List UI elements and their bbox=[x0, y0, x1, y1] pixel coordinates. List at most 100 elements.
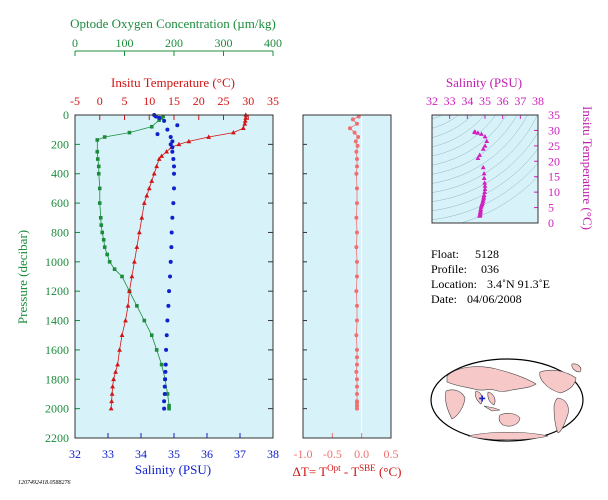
delta-t-point bbox=[354, 333, 359, 338]
temperature-tick-label: 10 bbox=[143, 94, 155, 108]
temperature-point bbox=[231, 130, 236, 135]
temperature-point bbox=[129, 273, 135, 279]
temperature-tick-label: 5 bbox=[122, 94, 128, 108]
oxygen-point bbox=[157, 118, 161, 122]
profile-label: Profile: bbox=[431, 262, 467, 276]
oxygen-point bbox=[99, 223, 104, 227]
ts-point bbox=[475, 155, 481, 160]
oxygen-point bbox=[112, 267, 117, 271]
oxygen-tick-label: 400 bbox=[264, 36, 282, 50]
map-indonesia bbox=[483, 405, 501, 412]
pressure-tick-label: 1000 bbox=[45, 255, 69, 269]
ts-point bbox=[475, 130, 481, 135]
ts-contour bbox=[372, 15, 452, 95]
delta-t-point bbox=[354, 403, 359, 408]
ts-point bbox=[480, 146, 486, 151]
location-label: Location: bbox=[431, 277, 477, 291]
delta-t-panel: -1.0 -0.5 0.0 0.5 ΔT= TOpt - TSBE (°C) bbox=[293, 114, 402, 479]
temperature-point bbox=[146, 185, 152, 191]
pressure-tick-label: 400 bbox=[51, 167, 69, 181]
salinity-tick-label: 35 bbox=[168, 447, 180, 461]
temperature-point bbox=[109, 398, 115, 404]
ts-point bbox=[482, 183, 488, 188]
delta-t-point bbox=[354, 149, 359, 154]
oxygen-point bbox=[149, 333, 154, 338]
salinity-point bbox=[169, 245, 174, 250]
ts-ytick-label: 10 bbox=[548, 185, 560, 199]
ts-ytick-label: 20 bbox=[548, 154, 560, 168]
pressure-axis-title: Pressure (decibar) bbox=[15, 230, 30, 324]
oxygen-point bbox=[102, 135, 107, 139]
temperature-tick-label: 0 bbox=[97, 94, 103, 108]
ts-point bbox=[482, 186, 488, 191]
map-land bbox=[445, 363, 582, 441]
ts-xtick-label: 32 bbox=[426, 94, 438, 108]
delta-t-point bbox=[354, 157, 359, 162]
delta-t-point bbox=[355, 143, 360, 148]
delta-t-axis-title: ΔT= TOpt - TSBE (°C) bbox=[293, 463, 402, 479]
salinity-point bbox=[171, 157, 176, 162]
pressure-tick-label: 1800 bbox=[45, 372, 69, 386]
delta-t-point bbox=[354, 121, 359, 126]
ts-series bbox=[472, 129, 490, 218]
ts-ytick-label: 5 bbox=[548, 201, 554, 215]
temperature-point bbox=[111, 376, 117, 382]
oxygen-point bbox=[95, 138, 100, 142]
map-south-america bbox=[553, 397, 569, 434]
salinity-point bbox=[168, 135, 173, 140]
oxygen-tick-label: 300 bbox=[215, 36, 233, 50]
temperature-point bbox=[242, 121, 248, 126]
oxygen-point bbox=[167, 403, 171, 408]
temperature-tick-label: 20 bbox=[193, 94, 205, 108]
oxygen-tick-label: 100 bbox=[116, 36, 134, 50]
map-north-america bbox=[539, 369, 577, 394]
salinity-point bbox=[168, 142, 173, 147]
delta-t-point bbox=[352, 130, 357, 135]
temperature-point bbox=[164, 149, 169, 154]
delta-t-point bbox=[354, 289, 359, 294]
delta-t-point bbox=[354, 215, 359, 220]
temperature-axis-title: Insitu Temperature (°C) bbox=[111, 75, 235, 90]
oxygen-point bbox=[95, 149, 100, 154]
temperature-point bbox=[108, 406, 114, 411]
temperature-point bbox=[242, 118, 248, 123]
delta-t-point bbox=[354, 355, 359, 360]
ts-point bbox=[482, 180, 488, 185]
oxygen-point bbox=[167, 406, 171, 411]
delta-t-point bbox=[354, 362, 359, 367]
map-africa bbox=[445, 389, 466, 420]
delta-t-point bbox=[354, 245, 359, 250]
oxygen-point bbox=[95, 157, 100, 161]
salinity-tick-label: 32 bbox=[69, 447, 81, 461]
delta-t-point bbox=[354, 259, 359, 264]
float-info: Float: 5128 Profile: 036 Location: 3.4˚N… bbox=[431, 247, 550, 306]
delta-t-plot-area bbox=[303, 115, 391, 438]
oxygen-point bbox=[105, 252, 109, 257]
oxygen-point bbox=[142, 318, 147, 323]
temperature-tick-label: 30 bbox=[242, 94, 254, 108]
ts-plot-frame bbox=[431, 114, 539, 224]
pressure-tick-label: 600 bbox=[51, 196, 69, 210]
map-australia bbox=[498, 413, 521, 427]
pressure-tick-label: 1200 bbox=[45, 284, 69, 298]
oxygen-series bbox=[95, 114, 171, 411]
oxygen-tick-label: 0 bbox=[72, 36, 78, 50]
delta-t-point bbox=[354, 230, 359, 235]
pressure-tick-label: 200 bbox=[51, 137, 69, 151]
salinity-point bbox=[170, 215, 175, 220]
oxygen-point bbox=[96, 164, 101, 169]
oxygen-point bbox=[100, 230, 105, 235]
salinity-point bbox=[170, 139, 175, 144]
oxygen-point bbox=[96, 171, 101, 176]
temperature-series bbox=[108, 112, 249, 411]
map-indochina bbox=[487, 391, 496, 406]
salinity-tick-label: 38 bbox=[267, 447, 279, 461]
map-float-location-marker bbox=[479, 395, 486, 402]
delta-t-point bbox=[354, 369, 359, 374]
temperature-point bbox=[149, 178, 155, 183]
salinity-point bbox=[170, 145, 175, 150]
oxygen-point bbox=[120, 274, 124, 279]
delta-t-point bbox=[354, 384, 359, 389]
